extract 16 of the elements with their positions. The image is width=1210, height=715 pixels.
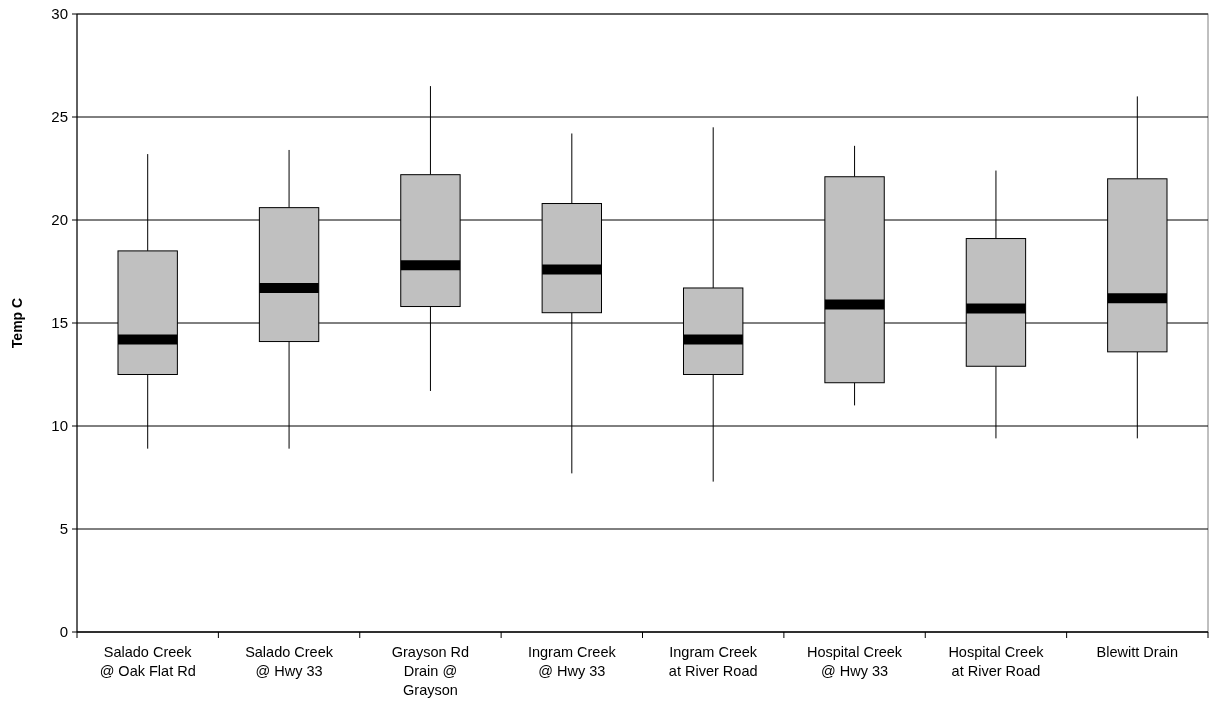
y-tick-label: 15 (51, 314, 68, 332)
y-tick-label: 25 (51, 108, 68, 126)
y-tick-label: 10 (51, 417, 68, 435)
y-axis-title: Temp C (9, 297, 25, 349)
y-tick-label: 20 (51, 211, 68, 229)
x-tick-label: Ingram Creek @ Hwy 33 (527, 644, 617, 679)
y-tick-label: 0 (59, 623, 68, 641)
y-tick-label: 30 (51, 5, 68, 23)
x-tick-label: Hospital Creek @ Hwy 33 (807, 644, 903, 679)
x-tick-label: Grayson Rd Drain @ Grayson (391, 644, 470, 698)
x-tick-label: Blewitt Drain (1096, 644, 1179, 660)
x-tick-label: Ingram Creek at River Road (668, 644, 758, 679)
x-tick-label: Hospital Creek at River Road (948, 644, 1045, 679)
y-tick-label: 5 (59, 520, 68, 538)
x-tick-label: Salado Creek @ Oak Flat Rd (99, 644, 196, 679)
x-tick-label: Salado Creek @ Hwy 33 (245, 644, 334, 679)
